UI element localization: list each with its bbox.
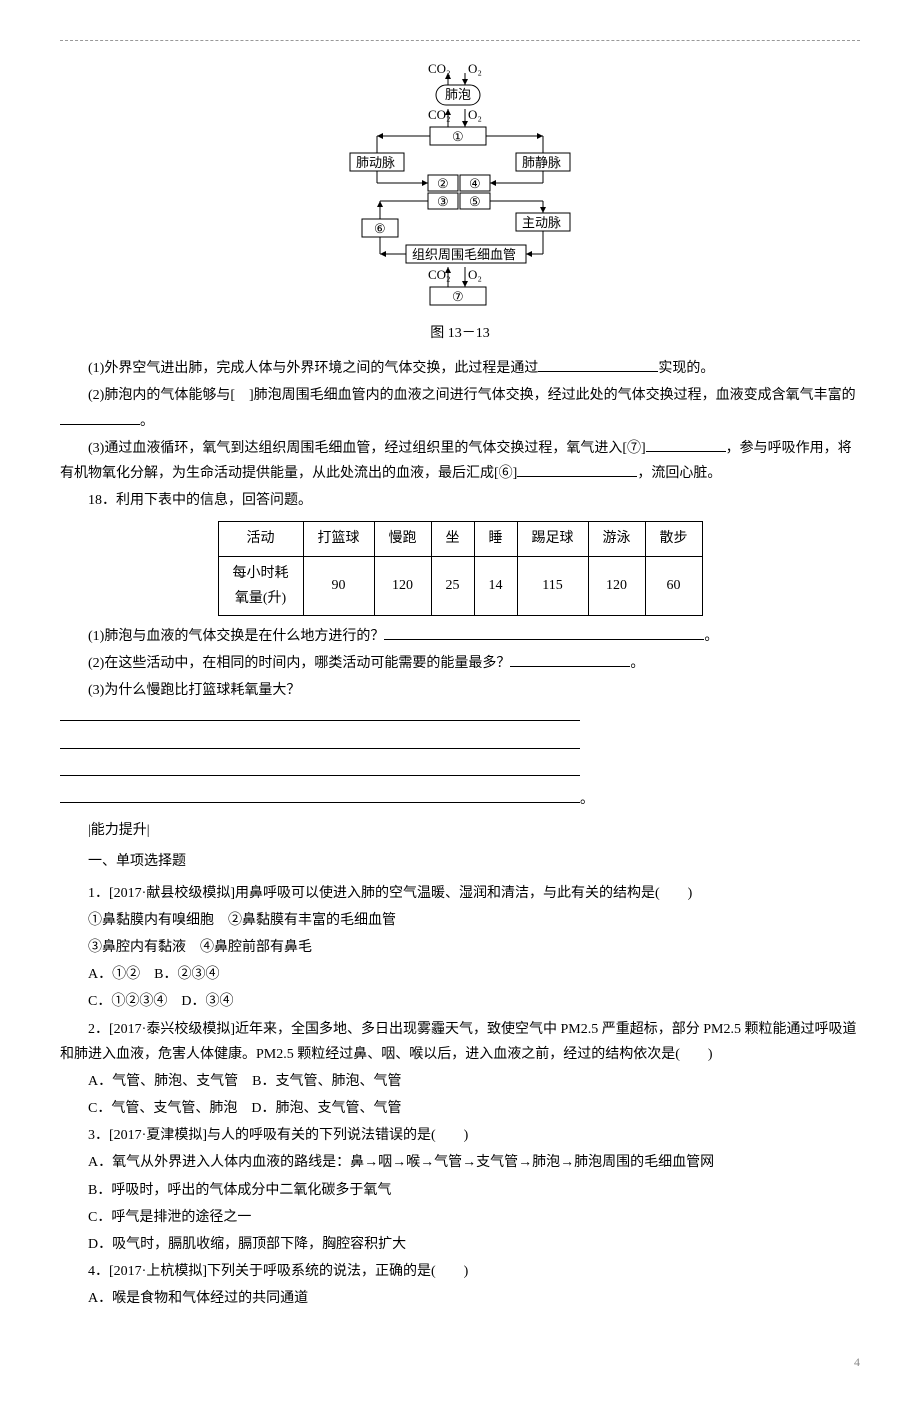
q4-a: A．喉是食物和气体经过的共同通道 xyxy=(60,1286,860,1311)
page-number: 4 xyxy=(60,1352,860,1374)
svg-text:O₂: O₂ xyxy=(468,267,482,282)
q3-b: B．呼吸时，呼出的气体成分中二氧化碳多于氧气 xyxy=(60,1178,860,1203)
oxygen-table: 活动 打篮球 慢跑 坐 睡 踢足球 游泳 散步 每小时耗 氧量(升) 90 12… xyxy=(218,521,703,616)
q3-stem: 3．[2017·夏津模拟]与人的呼吸有关的下列说法错误的是( ) xyxy=(60,1123,860,1148)
mid-o2-label: O₂ xyxy=(468,107,482,122)
q17-1: (1)外界空气进出肺，完成人体与外界环境之间的气体交换，此过程是通过实现的。 xyxy=(60,356,860,381)
q2-cd: C．气管、支气管、肺泡 D．肺泡、支气管、气管 xyxy=(60,1096,860,1121)
q18-stem: 18．利用下表中的信息，回答问题。 xyxy=(60,488,860,513)
answer-line-4: 。 xyxy=(60,787,860,812)
q1-line1: ①鼻黏膜内有嗅细胞 ②鼻黏膜有丰富的毛细血管 xyxy=(60,908,860,933)
aorta-label: 主动脉 xyxy=(522,215,561,230)
th-oxygen: 每小时耗 氧量(升) xyxy=(218,556,303,615)
q18-2: (2)在这些活动中，在相同的时间内，哪类活动可能需要的能量最多？。 xyxy=(60,651,860,676)
svg-text:⑤: ⑤ xyxy=(469,194,481,209)
alveolus-label: 肺泡 xyxy=(445,87,471,102)
section2-sub: 一、单项选择题 xyxy=(60,849,860,874)
q4-stem: 4．[2017·上杭模拟]下列关于呼吸系统的说法，正确的是( ) xyxy=(60,1259,860,1284)
q17-3: (3)通过血液循环，氧气到达组织周围毛细血管，经过组织里的气体交换过程，氧气进入… xyxy=(60,436,860,486)
svg-text:④: ④ xyxy=(469,176,481,191)
q2-ab: A．气管、肺泡、支气管 B．支气管、肺泡、气管 xyxy=(60,1069,860,1094)
pulm-vein-label: 肺静脉 xyxy=(522,155,561,170)
svg-text:CO₂: CO₂ xyxy=(428,267,451,282)
box1-label: ① xyxy=(452,129,464,144)
q2-stem: 2．[2017·泰兴校级模拟]近年来，全国多地、多日出现雾霾天气，致使空气中 P… xyxy=(60,1017,860,1067)
svg-text:②: ② xyxy=(437,176,449,191)
q1-line2: ③鼻腔内有黏液 ④鼻腔前部有鼻毛 xyxy=(60,935,860,960)
q18-1: (1)肺泡与血液的气体交换是在什么地方进行的？。 xyxy=(60,624,860,649)
mid-co2-label: CO₂ xyxy=(428,107,451,122)
q17-2: (2)肺泡内的气体能够与[ ]肺泡周围毛细血管内的血液之间进行气体交换，经过此处… xyxy=(60,383,860,433)
q1-stem: 1．[2017·献县校级模拟]用鼻呼吸可以使进入肺的空气温暖、湿润和清洁，与此有… xyxy=(60,881,860,906)
section2-title: |能力提升| xyxy=(60,818,860,843)
answer-line-3 xyxy=(60,760,860,785)
th-activity: 活动 xyxy=(218,522,303,556)
q1-ab: A．①② B．②③④ xyxy=(60,962,860,987)
q3-c: C．呼气是排泄的途径之一 xyxy=(60,1205,860,1230)
svg-text:⑦: ⑦ xyxy=(452,289,464,304)
answer-line-2 xyxy=(60,733,860,758)
q1-cd: C．①②③④ D．③④ xyxy=(60,989,860,1014)
pulm-artery-label: 肺动脉 xyxy=(356,155,395,170)
top-o2-label: O₂ xyxy=(468,61,482,76)
q3-a: A．氧气从外界进入人体内血液的路线是：鼻→咽→喉→气管→支气管→肺泡→肺泡周围的… xyxy=(60,1150,860,1175)
svg-text:③: ③ xyxy=(437,194,449,209)
q18-3: (3)为什么慢跑比打篮球耗氧量大？ xyxy=(60,678,860,703)
gas-exchange-diagram: CO₂ O₂ 肺泡 CO₂ O₂ ① 肺动脉 肺静脉 ② ④ ③ ⑤ 主动脉 ⑥… xyxy=(60,61,860,311)
svg-text:⑥: ⑥ xyxy=(374,221,386,236)
diagram-caption: 图 13－13 xyxy=(60,321,860,346)
top-rule xyxy=(60,40,860,41)
q3-d: D．吸气时，膈肌收缩，膈顶部下降，胸腔容积扩大 xyxy=(60,1232,860,1257)
tissue-cap-label: 组织周围毛细血管 xyxy=(412,247,516,262)
top-co2-label: CO₂ xyxy=(428,61,451,76)
answer-line-1 xyxy=(60,705,860,730)
